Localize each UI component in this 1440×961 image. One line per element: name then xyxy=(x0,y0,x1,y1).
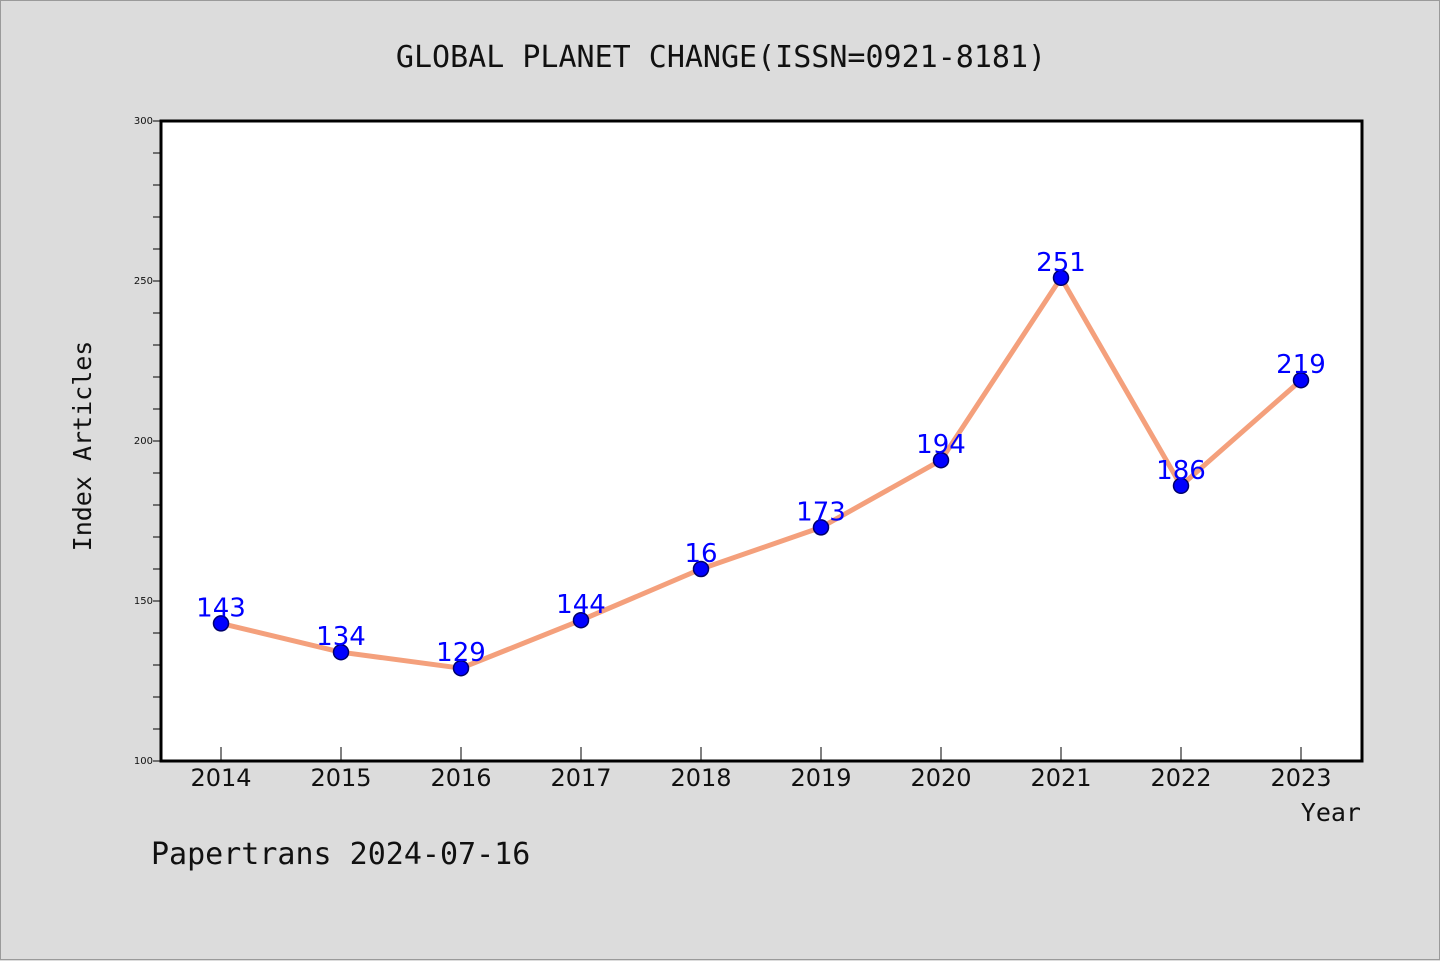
y-tick-label: 100 xyxy=(134,756,153,767)
data-point-marker xyxy=(1172,477,1190,495)
chart-title: GLOBAL PLANET CHANGE(ISSN=0921-8181) xyxy=(396,40,1046,75)
data-point-marker xyxy=(812,519,830,536)
data-point-marker xyxy=(932,451,950,469)
x-axis-label: Year xyxy=(1301,798,1361,827)
data-labels-layer: 143 134 129 144 16 173 194 251 186 219 xyxy=(196,248,1326,668)
data-label: 129 xyxy=(436,638,486,668)
series-line xyxy=(218,275,1304,671)
x-tick-label: 2017 xyxy=(550,764,611,792)
y-tick-label: 200 xyxy=(134,436,153,447)
x-tick-label: 2021 xyxy=(1030,764,1091,792)
x-tick-label: 2020 xyxy=(910,764,971,792)
footer-text: Papertrans 2024-07-16 xyxy=(151,837,530,872)
x-tick-label: 2015 xyxy=(310,764,371,792)
x-tick-label: 2022 xyxy=(1150,764,1211,792)
data-label: 16 xyxy=(684,539,717,569)
x-tick-label: 2018 xyxy=(670,764,731,792)
data-label: 186 xyxy=(1156,456,1206,486)
data-label: 251 xyxy=(1036,248,1086,278)
data-point-marker xyxy=(452,659,470,677)
series-layer xyxy=(212,269,1310,677)
x-tick-label: 2019 xyxy=(790,764,851,792)
data-label: 219 xyxy=(1276,350,1326,380)
data-point-marker xyxy=(1292,371,1310,389)
y-axis-label: Index Articles xyxy=(68,341,97,552)
data-point-marker xyxy=(332,643,350,661)
x-axis-ticks: 2014 2015 2016 2017 2018 2019 2020 2021 2022 2023 xyxy=(190,747,1332,792)
data-label: 134 xyxy=(316,622,366,652)
data-label: 173 xyxy=(796,497,846,527)
y-tick-label: 250 xyxy=(134,276,153,287)
x-tick-label: 2014 xyxy=(190,764,251,792)
plot-frame xyxy=(159,119,1364,763)
y-axis-ticks: 100 150 200 250 300 xyxy=(134,116,161,767)
y-tick-label: 300 xyxy=(134,116,153,127)
x-tick-label: 2016 xyxy=(430,764,491,792)
data-point-marker xyxy=(212,615,230,632)
data-point-marker xyxy=(692,560,710,578)
y-tick-label: 150 xyxy=(134,596,153,607)
data-point-marker xyxy=(572,611,590,629)
data-label: 143 xyxy=(196,593,246,623)
data-label: 144 xyxy=(556,590,606,620)
data-label: 194 xyxy=(916,430,966,460)
plot-area xyxy=(161,121,1362,761)
x-tick-label: 2023 xyxy=(1270,764,1331,792)
data-point-marker xyxy=(1052,269,1070,287)
